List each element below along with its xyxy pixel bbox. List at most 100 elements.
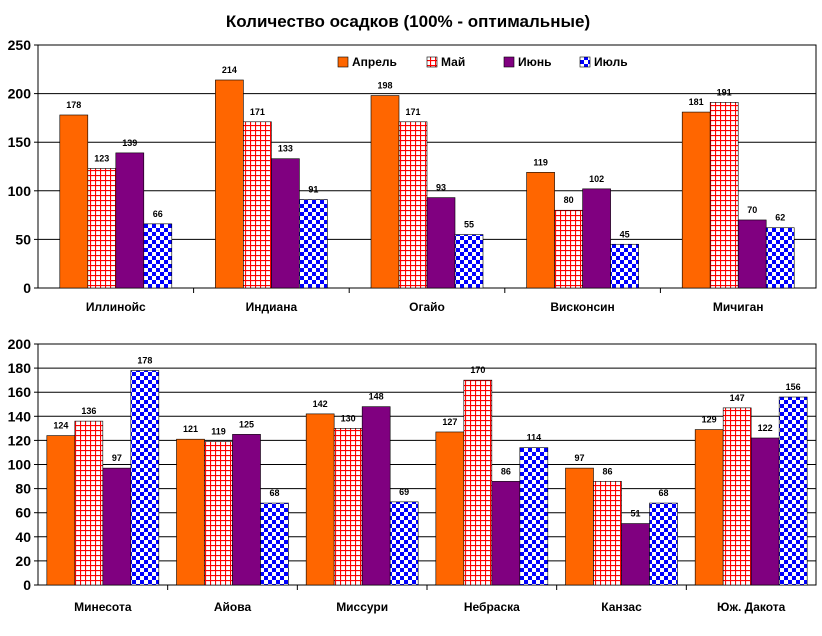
data-label: 214 bbox=[222, 65, 237, 75]
x-category-label: Юж. Дакота bbox=[717, 600, 786, 614]
bar-Июль bbox=[143, 223, 173, 289]
y-tick-label: 80 bbox=[15, 481, 31, 497]
y-tick-label: 0 bbox=[23, 280, 31, 296]
bar-Июль bbox=[130, 370, 160, 586]
y-tick-label: 200 bbox=[8, 86, 32, 102]
bar-Июнь bbox=[621, 523, 650, 586]
data-label: 121 bbox=[183, 424, 198, 434]
y-tick-label: 150 bbox=[8, 134, 32, 150]
bar-Июль bbox=[299, 199, 328, 289]
upper-panel: 0 50 100 150 200 250 Иллинойс 178 123 139 66 Индиан… bbox=[8, 37, 817, 314]
data-label: 45 bbox=[620, 229, 630, 239]
x-category-label: Иллинойс bbox=[86, 300, 146, 314]
data-label: 125 bbox=[239, 419, 254, 429]
legend-swatch bbox=[337, 56, 349, 68]
bar-Июнь bbox=[737, 219, 767, 289]
data-label: 123 bbox=[94, 153, 109, 163]
bar-Май bbox=[87, 168, 117, 289]
data-label: 102 bbox=[589, 174, 604, 184]
x-category-label: Мичиган bbox=[713, 300, 764, 314]
bar-Апрель bbox=[46, 435, 76, 586]
bar-Июнь bbox=[426, 197, 456, 289]
y-tick-label: 140 bbox=[8, 408, 32, 424]
data-label: 136 bbox=[81, 406, 96, 416]
legend-label: Июль bbox=[594, 55, 628, 69]
data-label: 133 bbox=[278, 144, 293, 154]
chart-title: Количество осадков (100% - оптимальные) bbox=[226, 12, 590, 31]
bar-Июль bbox=[649, 502, 678, 586]
x-category-label: Минесота bbox=[74, 600, 132, 614]
x-category-label: Огайо bbox=[409, 300, 445, 314]
data-label: 119 bbox=[211, 427, 226, 437]
bar-Апрель bbox=[305, 413, 335, 586]
data-label: 114 bbox=[527, 433, 542, 443]
y-tick-label: 250 bbox=[8, 37, 32, 53]
y-tick-label: 40 bbox=[15, 529, 31, 545]
bar-Май bbox=[333, 428, 363, 586]
bar-Июль bbox=[454, 234, 484, 289]
x-category-label: Индиана bbox=[246, 300, 298, 314]
data-label: 181 bbox=[689, 97, 704, 107]
data-label: 70 bbox=[747, 205, 757, 215]
bar-Май bbox=[554, 209, 583, 289]
bar-Июнь bbox=[750, 437, 780, 586]
legend-swatch bbox=[426, 56, 438, 68]
data-label: 142 bbox=[313, 399, 328, 409]
bar-Май bbox=[204, 441, 233, 586]
bar-Июль bbox=[765, 227, 795, 289]
data-label: 86 bbox=[602, 466, 612, 476]
y-tick-label: 100 bbox=[8, 183, 32, 199]
data-label: 130 bbox=[341, 413, 356, 423]
bar-Апрель bbox=[681, 111, 711, 289]
bar-Апрель bbox=[215, 79, 244, 289]
data-label: 148 bbox=[369, 392, 384, 402]
bar-Июль bbox=[260, 502, 289, 586]
bar-Июнь bbox=[115, 152, 145, 289]
data-label: 51 bbox=[630, 509, 640, 519]
data-label: 129 bbox=[702, 415, 717, 425]
data-label: 55 bbox=[464, 220, 474, 230]
data-label: 80 bbox=[564, 195, 574, 205]
data-label: 171 bbox=[405, 107, 420, 117]
x-category-label: Айова bbox=[214, 600, 252, 614]
data-label: 62 bbox=[775, 213, 785, 223]
legend-label: Июнь bbox=[518, 55, 552, 69]
data-label: 122 bbox=[758, 423, 773, 433]
bar-Апрель bbox=[176, 438, 205, 586]
data-label: 66 bbox=[153, 209, 163, 219]
bar-Июнь bbox=[271, 158, 300, 289]
data-label: 171 bbox=[250, 107, 265, 117]
legend-swatch bbox=[579, 56, 591, 68]
bar-Апрель bbox=[565, 467, 594, 586]
x-category-label: Висконсин bbox=[550, 300, 614, 314]
data-label: 127 bbox=[442, 417, 457, 427]
y-tick-label: 50 bbox=[15, 231, 31, 247]
y-tick-label: 180 bbox=[8, 360, 32, 376]
data-label: 119 bbox=[533, 157, 548, 167]
bar-Июль bbox=[610, 243, 639, 289]
bar-Июль bbox=[389, 501, 419, 586]
data-label: 93 bbox=[436, 183, 446, 193]
data-label: 91 bbox=[308, 185, 318, 195]
bar-Июнь bbox=[582, 188, 611, 289]
bar-Июнь bbox=[361, 406, 391, 586]
bar-Май bbox=[74, 420, 104, 586]
data-label: 97 bbox=[574, 453, 584, 463]
bar-Июль bbox=[519, 447, 549, 586]
y-tick-label: 200 bbox=[8, 336, 32, 352]
bar-Май bbox=[398, 121, 428, 289]
data-label: 178 bbox=[66, 100, 81, 110]
bar-Июль bbox=[778, 396, 808, 586]
bar-Апрель bbox=[59, 114, 89, 289]
bar-Апрель bbox=[435, 431, 465, 586]
x-category-label: Небраска bbox=[464, 600, 520, 614]
bar-Май bbox=[709, 102, 739, 289]
bar-Май bbox=[243, 121, 272, 289]
data-label: 97 bbox=[112, 453, 122, 463]
data-label: 156 bbox=[786, 382, 801, 392]
legend-label: Апрель bbox=[352, 55, 397, 69]
bar-Апрель bbox=[526, 172, 555, 289]
data-label: 198 bbox=[377, 81, 392, 91]
data-label: 170 bbox=[470, 365, 485, 375]
lower-panel: 0 20 40 60 80 100 120 140 160 180 200 Минесота 124 13… bbox=[8, 336, 817, 614]
